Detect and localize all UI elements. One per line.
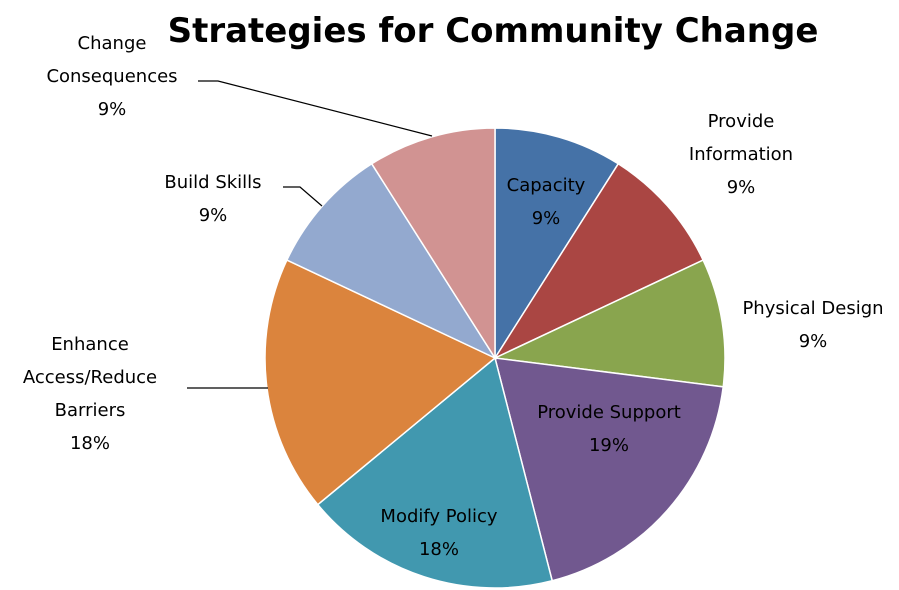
chart-title: Strategies for Community Change: [168, 11, 819, 51]
slice-label-enhance-access-reduce-barriers: Enhance Access/Reduce Barriers 18%: [23, 334, 157, 454]
slice-physical-design: [492, 259, 726, 388]
slice-label-provide-support: Provide Support 19%: [537, 402, 681, 456]
slice-label-modify-policy: Modify Policy 18%: [380, 506, 497, 560]
leader-line-change-consequences: [198, 80, 433, 137]
leader-line-build-skills: [283, 186, 323, 207]
slice-modify-policy: [316, 356, 554, 589]
pie-slices: [264, 127, 726, 589]
slice-provide-information: [492, 162, 705, 360]
slice-enhance-access-reduce-barriers: [264, 259, 497, 506]
slice-label-change-consequences: Change Consequences 9%: [46, 33, 177, 120]
slice-label-provide-information: Provide Information 9%: [689, 111, 793, 198]
slice-label-physical-design: Physical Design 9%: [742, 298, 883, 352]
slice-change-consequences: [370, 127, 496, 361]
slice-label-build-skills: Build Skills 9%: [164, 172, 261, 226]
slice-labels: Capacity 9% Provide Information 9% Physical D…: [23, 33, 884, 560]
slice-label-capacity: Capacity 9%: [507, 175, 586, 229]
slice-provide-support: [493, 357, 725, 582]
leader-lines: [187, 80, 433, 389]
slice-build-skills: [285, 162, 498, 360]
slice-capacity: [494, 127, 620, 361]
